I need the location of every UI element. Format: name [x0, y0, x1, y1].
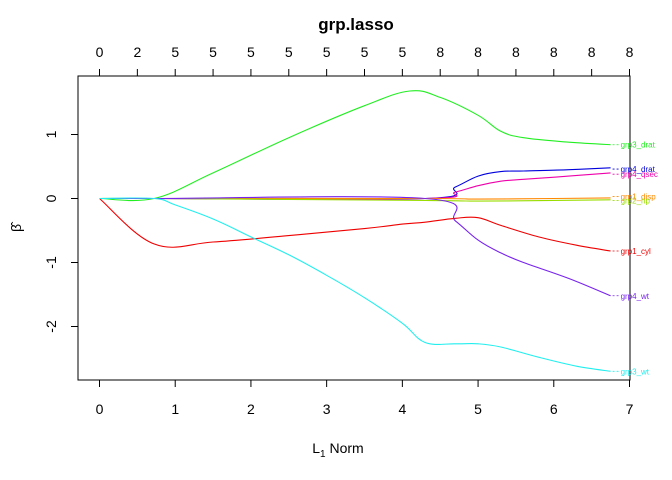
chart-title: grp.lasso: [318, 15, 394, 34]
x-tick-label: 0: [96, 401, 104, 417]
y-tick-label: 1: [43, 130, 59, 138]
top-tick-label: 5: [323, 44, 331, 60]
series-line-grp1-cyl: [99, 198, 611, 252]
x-tick-label: 7: [626, 401, 634, 417]
top-tick-label: 8: [474, 44, 482, 60]
series-label-grp3-drat: grp3_drat: [621, 141, 656, 150]
top-tick-label: 5: [285, 44, 293, 60]
series-label-grp1-cyl: grp1_cyl: [621, 247, 651, 256]
x-tick-label: 1: [171, 401, 179, 417]
top-axis: 0 2 5 5 5 5 5 5 5 8 8 8 8 8 8: [96, 44, 634, 77]
top-tick-label: 8: [588, 44, 596, 60]
series-label-grp2-hp: grp2_hp: [621, 196, 651, 205]
series-line-grp3-wt: [99, 197, 611, 372]
series-label-grp4-drat: grp4_drat: [621, 165, 656, 174]
top-tick-label: 2: [133, 44, 141, 60]
top-tick-label: 5: [247, 44, 255, 60]
x-tick-label: 3: [323, 401, 331, 417]
series-label-grp1-disp: grp1_disp: [621, 193, 657, 202]
x-tick-label: 5: [474, 401, 482, 417]
y-tick-label: -2: [43, 320, 59, 333]
plot-frame: [77, 75, 631, 381]
x-axis: 0 1 2 3 4 5 6 7: [96, 379, 634, 417]
series-line-grp3-drat: [99, 90, 611, 202]
top-tick-label: 8: [512, 44, 520, 60]
series-line-grp4-qsec: [99, 172, 611, 200]
top-tick-label: 0: [96, 44, 104, 60]
x-tick-label: 6: [550, 401, 558, 417]
x-tick-label: 2: [247, 401, 255, 417]
top-tick-label: 5: [171, 44, 179, 60]
top-tick-label: 8: [550, 44, 558, 60]
top-tick-label: 5: [398, 44, 406, 60]
top-tick-label: 5: [361, 44, 369, 60]
series-layer: [99, 90, 611, 372]
x-axis-title: L1 Norm: [312, 440, 363, 460]
y-axis-title: β̂: [8, 221, 24, 232]
series-line-grp4-drat: [99, 167, 611, 200]
y-tick-label: 0: [43, 194, 59, 202]
top-tick-label: 5: [209, 44, 217, 60]
series-label-grp3-wt: grp3_wt: [621, 367, 650, 376]
top-tick-label: 8: [436, 44, 444, 60]
series-label-grp4-wt: grp4_wt: [621, 292, 650, 301]
y-axis: -2 -1 0 1: [43, 130, 79, 333]
series-line-grp4-wt: [99, 196, 611, 297]
top-tick-label: 8: [626, 44, 634, 60]
x-tick-label: 4: [398, 401, 406, 417]
series-label-grp4-qsec: grp4_qsec: [621, 170, 658, 179]
y-tick-label: -1: [43, 256, 59, 269]
